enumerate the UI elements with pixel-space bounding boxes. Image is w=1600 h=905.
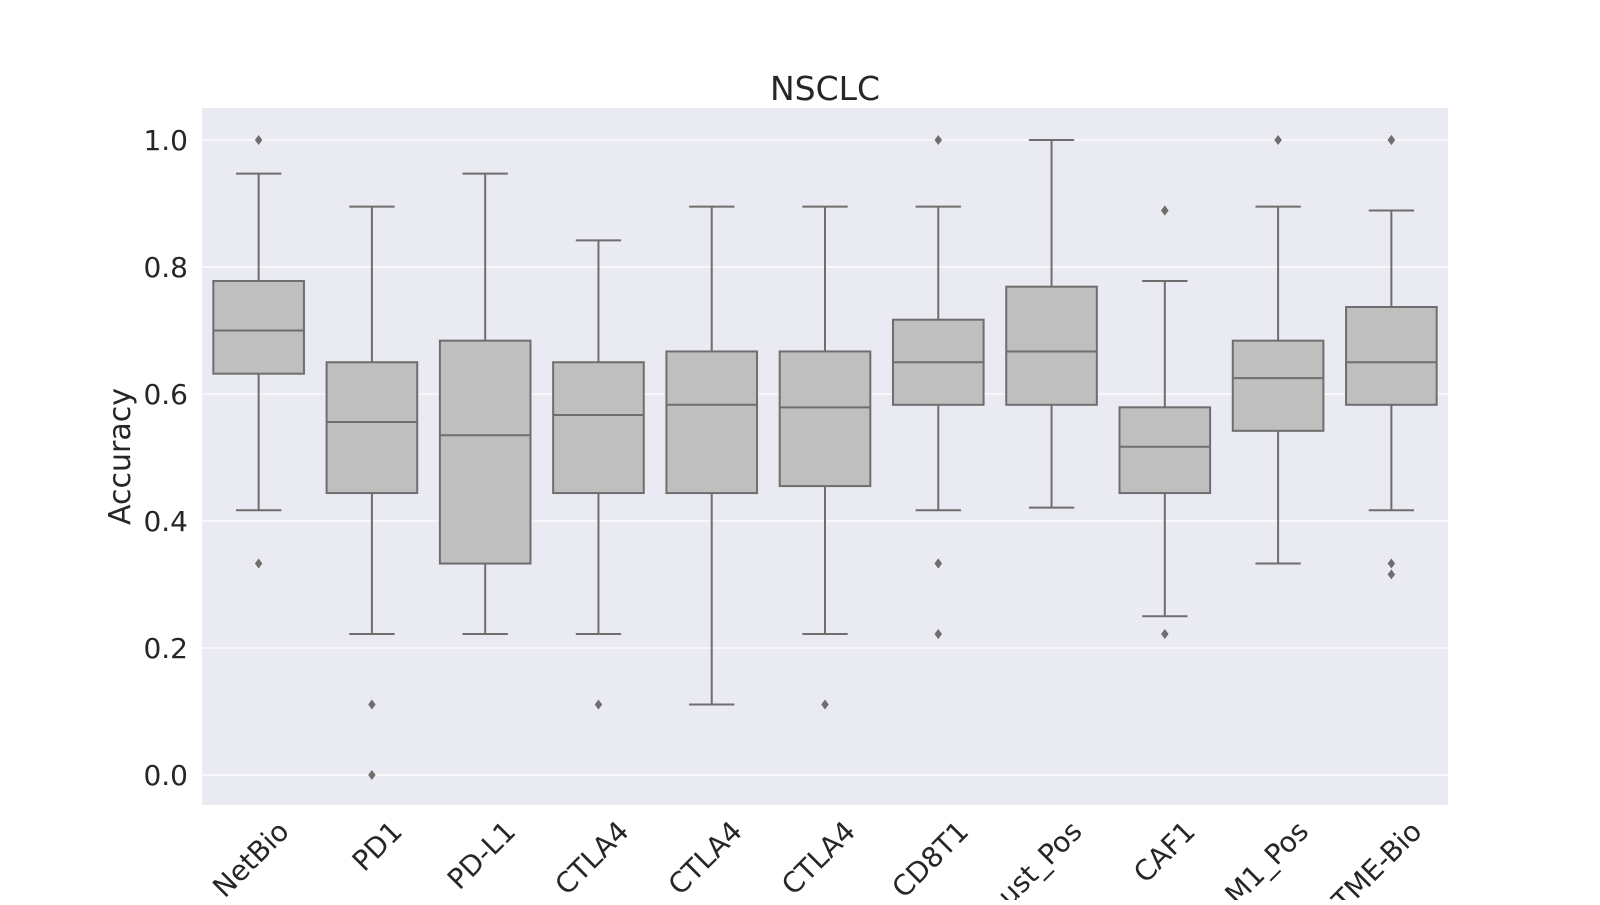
iqr-box <box>325 361 419 495</box>
outlier-point <box>821 699 829 710</box>
outlier-point <box>368 770 376 780</box>
x-tick-label: CD8T1 <box>886 815 976 900</box>
outlier-point <box>1161 205 1169 216</box>
outlier-point <box>1387 558 1396 569</box>
chart-title: NSCLC <box>770 69 880 108</box>
x-tick-label: NetBio <box>206 815 295 900</box>
iqr-box <box>778 350 872 488</box>
iqr-box <box>1231 339 1325 432</box>
box-10 <box>1231 135 1325 565</box>
y-tick-label: 0.8 <box>143 251 188 284</box>
iqr-box <box>665 350 759 495</box>
box-layer <box>212 135 1438 780</box>
outlier-point <box>1274 135 1282 145</box>
box-9 <box>1118 205 1212 640</box>
outlier-point <box>1387 135 1396 145</box>
x-tick-label: PD-L1 <box>441 815 522 896</box>
x-tick-label: ust_Pos <box>991 815 1089 900</box>
iqr-box <box>552 361 645 495</box>
y-tick-label: 1.0 <box>143 124 188 157</box>
x-axis-ticks: NetBio PD1 PD-L1 CTLA4 CTLA4 CTLA4 CD8T1 ust_Po… <box>206 815 1428 905</box>
y-axis-ticks: 0.0 0.2 0.4 0.6 0.8 1.0 <box>143 124 188 792</box>
iqr-box <box>212 279 305 375</box>
iqr-box <box>438 339 532 565</box>
outlier-point <box>1387 569 1396 580</box>
outlier-point <box>368 699 376 710</box>
x-tick-label: PD1 <box>346 815 409 878</box>
outlier-point <box>1161 629 1169 640</box>
outlier-point <box>934 629 943 640</box>
x-tick-label: M1_Pos <box>1218 815 1315 900</box>
y-tick-label: 0.0 <box>143 759 188 792</box>
y-tick-label: 0.6 <box>143 378 188 411</box>
outlier-point <box>254 135 263 145</box>
iqr-box <box>1005 285 1098 406</box>
outlier-point <box>254 558 263 569</box>
box-11 <box>1345 135 1438 580</box>
x-tick-label: CTLA4 <box>662 815 749 900</box>
box-5 <box>665 205 759 706</box>
x-tick-label: CTLA4 <box>549 815 636 900</box>
iqr-box <box>1118 406 1212 495</box>
y-tick-label: 0.4 <box>143 505 188 538</box>
box-1 <box>212 135 305 569</box>
box-3 <box>438 172 532 636</box>
outlier-point <box>594 699 603 710</box>
outlier-point <box>934 135 943 145</box>
x-tick-label: CAF1 <box>1127 815 1202 890</box>
outlier-point <box>934 558 943 569</box>
y-axis-label: Accuracy <box>103 388 138 525</box>
box-4 <box>552 239 645 710</box>
x-tick-label: CTLA4 <box>775 815 862 900</box>
box-8 <box>1005 139 1098 509</box>
box-6 <box>778 205 872 710</box>
box-7 <box>891 135 985 640</box>
box-2 <box>325 205 419 780</box>
y-tick-label: 0.2 <box>143 632 188 665</box>
iqr-box <box>1345 306 1438 406</box>
x-tick-label: TME-Bio <box>1325 815 1428 900</box>
